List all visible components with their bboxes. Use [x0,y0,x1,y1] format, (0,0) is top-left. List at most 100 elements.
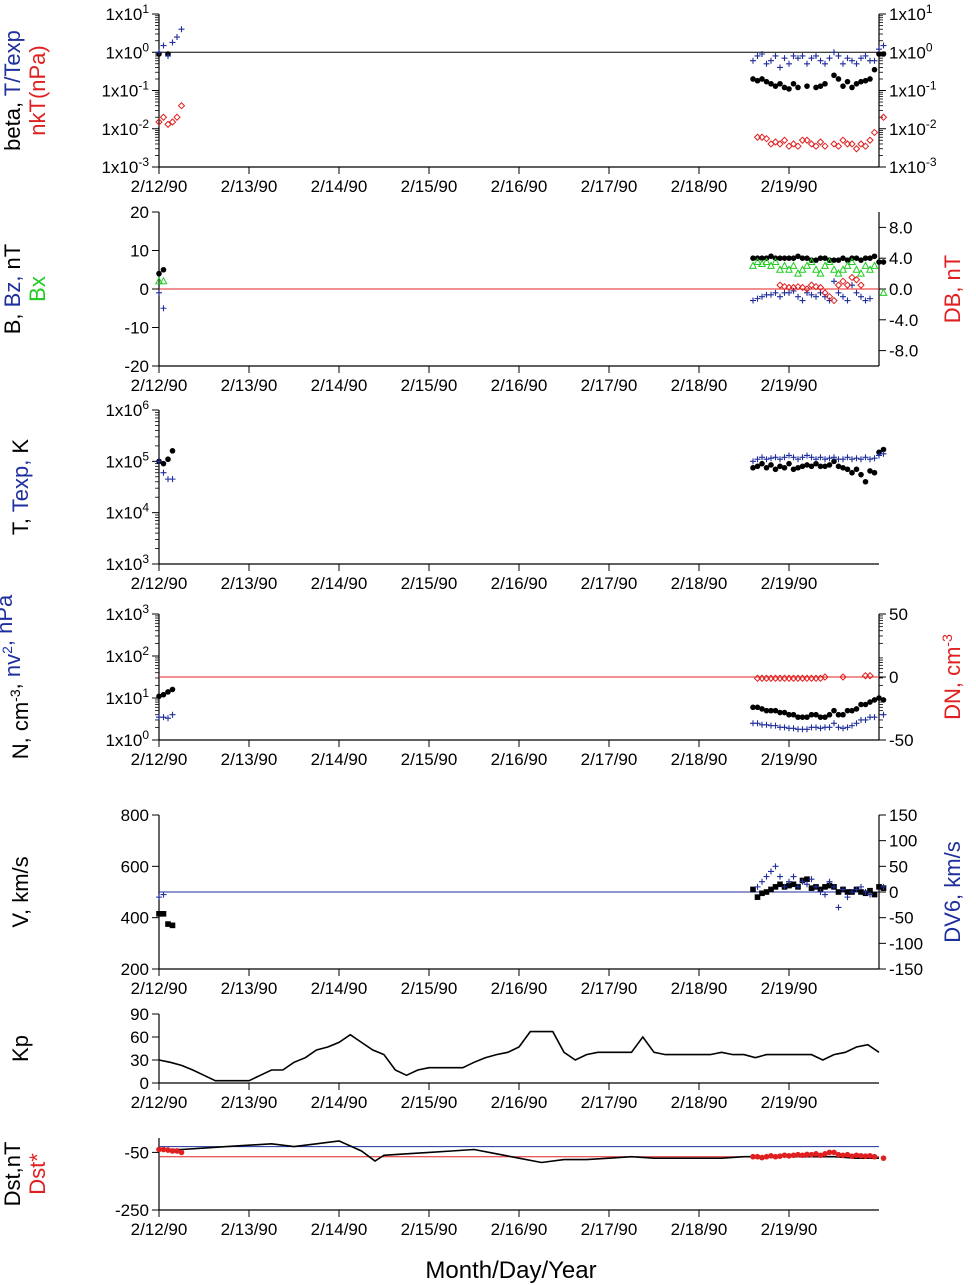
y-right-tick-label: -50 [889,909,914,928]
data-point [768,707,774,714]
data-point [812,142,820,150]
data-point [775,265,785,273]
data-point [858,55,864,62]
y-right-tick-label: -150 [889,960,923,979]
y-tick-label: 30 [130,1051,149,1070]
data-point [844,724,851,731]
data-point [862,716,869,723]
data-point [794,282,802,291]
y-tick-label: 1x104 [105,501,149,523]
x-tick-label: 2/14/90 [311,750,368,769]
data-point [853,289,860,296]
x-tick-label: 2/17/90 [581,1220,638,1239]
data-point [777,456,783,463]
data-point [804,83,810,89]
data-point [777,1153,783,1159]
data-point [750,886,756,893]
data-point [164,120,172,129]
data-point [840,464,846,471]
data-point [786,460,792,467]
data-point [871,891,878,898]
data-point [817,255,824,261]
data-point [831,278,837,285]
data-point [835,904,842,911]
data-point [804,714,810,720]
data-point [839,136,847,144]
series-black [156,876,887,929]
data-point [829,265,839,273]
data-point [795,1151,801,1158]
data-point [786,86,792,92]
data-point [165,456,171,463]
data-point [169,476,176,483]
data-point [858,701,864,708]
data-point [813,883,819,890]
data-point [835,1151,842,1158]
data-point [768,868,774,875]
data-point [862,52,869,59]
data-point [849,57,855,64]
data-point [831,707,837,714]
data-point [781,55,788,62]
data-point [759,454,765,461]
y-axis-label-secondary: Dst* [25,1153,50,1195]
data-point [804,462,810,468]
data-point [867,891,873,898]
data-point [870,128,879,137]
data-point [165,689,171,695]
data-point [840,725,846,732]
y-right-tick-label: 4.0 [889,249,913,268]
data-point [826,878,833,885]
data-point [856,269,866,277]
y-tick-label: 1x10-1 [101,79,149,101]
series-blue [156,863,887,911]
data-point [781,255,788,261]
data-point [849,889,855,895]
x-tick-label: 2/12/90 [131,177,188,196]
series-line [159,1140,879,1164]
data-point [876,259,882,265]
panel-dst: 2/12/90 2/13/90 2/14/90 2/15/90 2/16/90 2/17/… [0,1138,887,1239]
data-point [759,255,765,261]
data-point [780,136,789,144]
x-tick-label: 2/18/90 [671,979,728,998]
data-point [853,886,860,893]
x-tick-label: 2/12/90 [131,1220,188,1239]
data-point [799,1152,806,1159]
data-point [165,1147,171,1153]
data-point [762,134,771,143]
x-tick-label: 2/19/90 [761,1220,818,1239]
y-tick-label: 1x100 [105,728,149,750]
data-point [817,725,824,732]
data-point [876,51,882,57]
x-tick-label: 2/17/90 [581,979,638,998]
y-axis-label-right: DV6, km/s [940,841,965,942]
data-point [798,283,807,292]
data-point [156,49,162,56]
data-point [759,878,765,885]
data-point [799,878,806,885]
data-point [155,118,163,126]
data-point [858,293,864,300]
data-point [825,292,834,301]
x-tick-label: 2/14/90 [311,376,368,395]
data-point [840,1152,846,1159]
data-point [750,255,756,261]
data-point [174,1148,180,1154]
data-point [853,255,860,261]
y-right-tick-label: 1x10-3 [889,155,937,177]
data-point [772,454,779,461]
data-point [786,711,792,718]
x-tick-label: 2/14/90 [311,1220,368,1239]
y-right-tick-label: 1x100 [889,40,933,62]
y-axis-label-right: DN, cm-3 [939,634,965,720]
y-right-tick-label: -100 [889,934,923,953]
data-point [754,52,761,59]
data-point [862,297,869,304]
panel-beta: 2/12/90 2/13/90 2/14/90 2/15/90 2/16/90 2/17/… [0,2,937,196]
data-point [808,885,815,891]
data-point [849,469,855,476]
data-point [816,138,825,146]
data-point [848,140,856,148]
x-tick-label: 2/16/90 [491,376,548,395]
